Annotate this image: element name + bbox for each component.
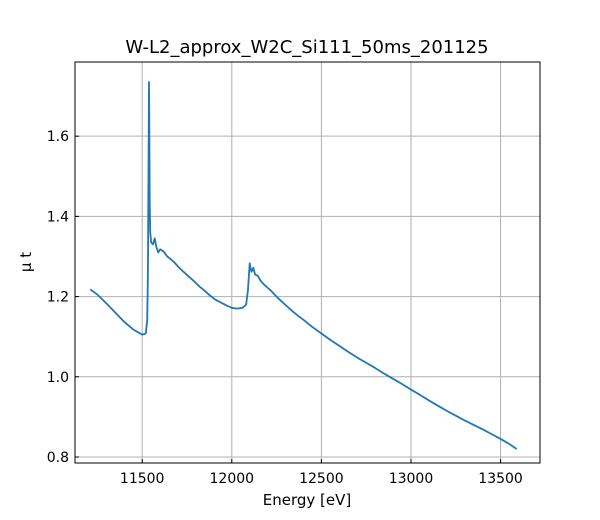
x-tick-label: 11500 bbox=[120, 471, 165, 487]
y-tick-label: 1.2 bbox=[47, 290, 69, 306]
x-tick-label: 12000 bbox=[210, 471, 255, 487]
ticks bbox=[75, 135, 502, 463]
chart-title: W-L2_approx_W2C_Si111_50ms_201125 bbox=[125, 37, 488, 58]
y-axis-label: μ t bbox=[17, 252, 35, 272]
plot-area bbox=[89, 81, 518, 450]
series-line bbox=[89, 81, 518, 450]
x-tick-label: 13500 bbox=[478, 471, 523, 487]
y-tick-label: 1.6 bbox=[47, 129, 69, 145]
gridlines bbox=[75, 62, 540, 463]
y-tick-label: 1.4 bbox=[47, 209, 69, 225]
plot-frame bbox=[74, 61, 541, 464]
x-axis-label: Energy [eV] bbox=[263, 491, 351, 509]
x-tick-label: 13000 bbox=[389, 471, 434, 487]
y-tick-label: 0.8 bbox=[47, 450, 69, 466]
y-tick-label: 1.0 bbox=[47, 370, 69, 386]
tick-labels: 11500 12000 12500 13000 13500 0.8 1.0 1.2 1.4 1.6 bbox=[47, 129, 523, 487]
x-tick-label: 12500 bbox=[299, 471, 344, 487]
